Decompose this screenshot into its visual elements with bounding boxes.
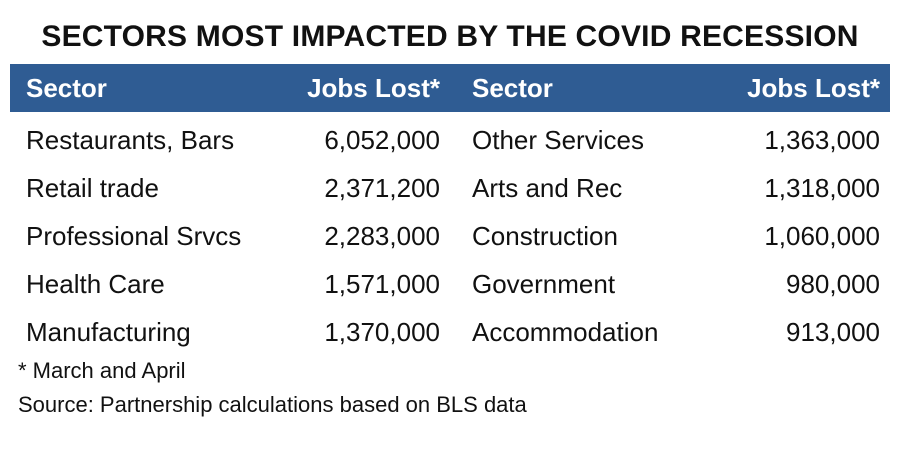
footnote: * March and April xyxy=(18,358,186,383)
sector-name: Construction xyxy=(472,221,618,251)
jobs-lost-value: 2,283,000 xyxy=(324,221,440,251)
table-row: Health Care 1,571,000 Government 980,000 xyxy=(10,260,890,308)
table-body: Restaurants, Bars 6,052,000 Other Servic… xyxy=(10,116,890,356)
sector-name: Restaurants, Bars xyxy=(26,125,235,155)
source-note: Source: Partnership calculations based o… xyxy=(18,392,527,417)
table-row: Manufacturing 1,370,000 Accommodation 91… xyxy=(10,308,890,356)
header-jobs-lost-right: Jobs Lost* xyxy=(747,73,880,103)
table-notes: * March and April Source: Partnership ca… xyxy=(18,354,527,422)
table-header-row: Sector Jobs Lost* Sector Jobs Lost* xyxy=(10,64,890,112)
sector-name: Arts and Rec xyxy=(472,173,623,203)
sector-name: Government xyxy=(472,269,616,299)
jobs-lost-table: Sector Jobs Lost* Sector Jobs Lost* Rest… xyxy=(10,64,890,356)
sector-name: Manufacturing xyxy=(26,317,191,347)
chart-title: SECTORS MOST IMPACTED BY THE COVID RECES… xyxy=(41,20,859,53)
sector-name: Retail trade xyxy=(26,173,159,203)
sector-name: Accommodation xyxy=(472,317,659,347)
jobs-lost-value: 1,363,000 xyxy=(764,125,880,155)
header-sector-left: Sector xyxy=(26,73,107,103)
jobs-lost-value: 913,000 xyxy=(786,317,880,347)
jobs-lost-value: 1,370,000 xyxy=(324,317,440,347)
jobs-lost-value: 2,371,200 xyxy=(324,173,440,203)
sector-name: Other Services xyxy=(472,125,644,155)
jobs-lost-value: 1,571,000 xyxy=(324,269,440,299)
table-row: Professional Srvcs 2,283,000 Constructio… xyxy=(10,212,890,260)
jobs-lost-value: 1,060,000 xyxy=(764,221,880,251)
header-sector-right: Sector xyxy=(472,73,553,103)
table-row: Restaurants, Bars 6,052,000 Other Servic… xyxy=(10,116,890,164)
jobs-lost-value: 980,000 xyxy=(786,269,880,299)
jobs-lost-value: 6,052,000 xyxy=(324,125,440,155)
header-jobs-lost-left: Jobs Lost* xyxy=(307,73,440,103)
sector-name: Health Care xyxy=(26,269,165,299)
sector-name: Professional Srvcs xyxy=(26,221,242,251)
table-row: Retail trade 2,371,200 Arts and Rec 1,31… xyxy=(10,164,890,212)
jobs-lost-value: 1,318,000 xyxy=(764,173,880,203)
